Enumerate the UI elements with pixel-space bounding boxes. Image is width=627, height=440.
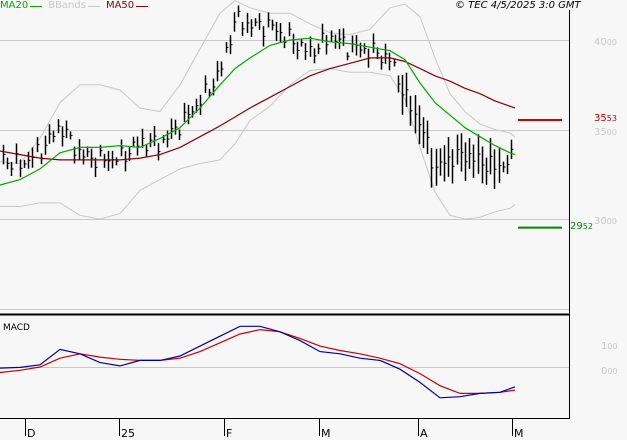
label-dec: 00 xyxy=(606,38,617,47)
x-axis-label: 25 xyxy=(121,427,135,440)
legend-label: MA20 xyxy=(0,0,29,11)
macd-title: MACD xyxy=(3,323,30,333)
x-axis-label: M xyxy=(321,427,331,440)
moving-averages xyxy=(0,37,516,186)
macd-tick-label: 000 xyxy=(601,367,618,377)
x-axis-ticks xyxy=(25,419,513,436)
x-axis-label: M xyxy=(514,427,524,440)
support-resistance-levels xyxy=(518,119,562,229)
label-dec: 53 xyxy=(606,114,617,123)
label-int: 35 xyxy=(594,113,607,124)
x-axis-label: A xyxy=(420,427,428,440)
legend-item: MA50 xyxy=(105,0,149,12)
label-dec: 00 xyxy=(607,367,618,376)
label-dec: 52 xyxy=(582,221,593,231)
copyright-text: © TEC 4/5/2025 3:0 GMT xyxy=(455,0,581,11)
bollinger-bands xyxy=(0,0,516,220)
macd-lines xyxy=(0,325,516,399)
legend-swatch xyxy=(136,5,149,7)
label-int: 35 xyxy=(594,127,607,138)
legend-swatch xyxy=(30,5,43,7)
label-dec: 00 xyxy=(606,217,617,226)
legend-label: MA50 xyxy=(105,0,135,11)
support-label: 2952 xyxy=(570,220,593,232)
price-gridlines xyxy=(0,40,569,368)
price-tick-label: 3500 xyxy=(594,128,617,138)
price-tick-label: 4000 xyxy=(594,38,617,48)
legend-item: MA20 xyxy=(0,0,43,12)
label-int: 0 xyxy=(601,366,608,377)
x-axis-label: D xyxy=(27,427,36,440)
legend-swatch xyxy=(87,5,100,7)
label-int: 30 xyxy=(594,216,607,227)
label-int: 1 xyxy=(601,341,608,352)
legend-item: BBands xyxy=(48,0,100,12)
price-bars xyxy=(2,5,514,189)
macd-tick-label: 100 xyxy=(601,342,618,352)
label-dec: 00 xyxy=(606,128,617,137)
resistance-label: 3553 xyxy=(594,114,617,124)
x-axis-label: F xyxy=(226,427,233,440)
label-int: 29 xyxy=(570,220,583,232)
label-int: 40 xyxy=(594,37,607,48)
chart-legend: MA20 BBands MA50 xyxy=(0,0,149,12)
price-tick-label: 3000 xyxy=(594,217,617,227)
label-dec: 00 xyxy=(607,342,618,351)
legend-label: BBands xyxy=(48,0,86,11)
